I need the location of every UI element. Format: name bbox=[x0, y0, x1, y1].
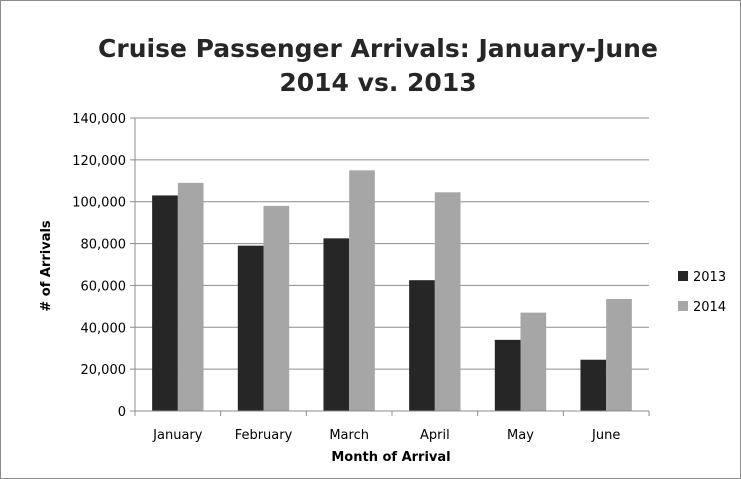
y-axis-ticks: 0 20,000 40,000 60,000 80,000 100,000 120,000 1… bbox=[72, 112, 135, 420]
axes bbox=[134, 118, 649, 412]
y-tick-label: 0 bbox=[118, 405, 126, 420]
bar-2014-february bbox=[263, 205, 290, 411]
y-axis-label: # of Arrivals bbox=[39, 220, 54, 312]
bar-2013-april bbox=[409, 280, 435, 411]
y-tick-label: 40,000 bbox=[81, 321, 127, 336]
bar-2013-march bbox=[323, 238, 350, 411]
chart-subtitle: 2014 vs. 2013 bbox=[279, 68, 476, 97]
bar-2014-june bbox=[606, 299, 632, 411]
x-tick-label: February bbox=[235, 428, 293, 443]
bar-2013-january bbox=[152, 195, 178, 411]
bar-2014-april bbox=[434, 192, 461, 411]
x-axis-ticks: January February March April May June bbox=[134, 411, 650, 443]
bar-2014-january bbox=[177, 182, 204, 411]
gridlines bbox=[135, 117, 649, 370]
legend-swatch-2013 bbox=[678, 271, 688, 281]
legend-label-2013: 2013 bbox=[693, 270, 726, 285]
legend: 2013 2014 bbox=[678, 270, 726, 315]
bar-2013-february bbox=[237, 245, 264, 411]
x-tick-label: June bbox=[591, 428, 620, 443]
x-tick-label: March bbox=[329, 428, 369, 443]
x-tick-label: January bbox=[152, 428, 203, 443]
bars bbox=[152, 170, 632, 411]
legend-swatch-2014 bbox=[678, 301, 688, 311]
bar-2013-may bbox=[494, 339, 521, 411]
x-tick-label: May bbox=[507, 428, 534, 443]
bar-2014-march bbox=[349, 170, 375, 411]
legend-label-2014: 2014 bbox=[693, 300, 726, 315]
y-tick-label: 60,000 bbox=[81, 279, 127, 294]
y-tick-label: 120,000 bbox=[72, 154, 126, 169]
y-tick-label: 20,000 bbox=[81, 363, 127, 378]
y-tick-label: 140,000 bbox=[72, 112, 126, 127]
chart-title: Cruise Passenger Arrivals: January-June bbox=[98, 34, 658, 63]
bar-2013-june bbox=[580, 359, 607, 411]
y-tick-label: 80,000 bbox=[81, 238, 127, 253]
bar-2014-may bbox=[520, 312, 547, 411]
x-axis-label: Month of Arrival bbox=[331, 450, 450, 465]
y-tick-label: 100,000 bbox=[72, 196, 126, 211]
x-tick-label: April bbox=[420, 428, 450, 443]
